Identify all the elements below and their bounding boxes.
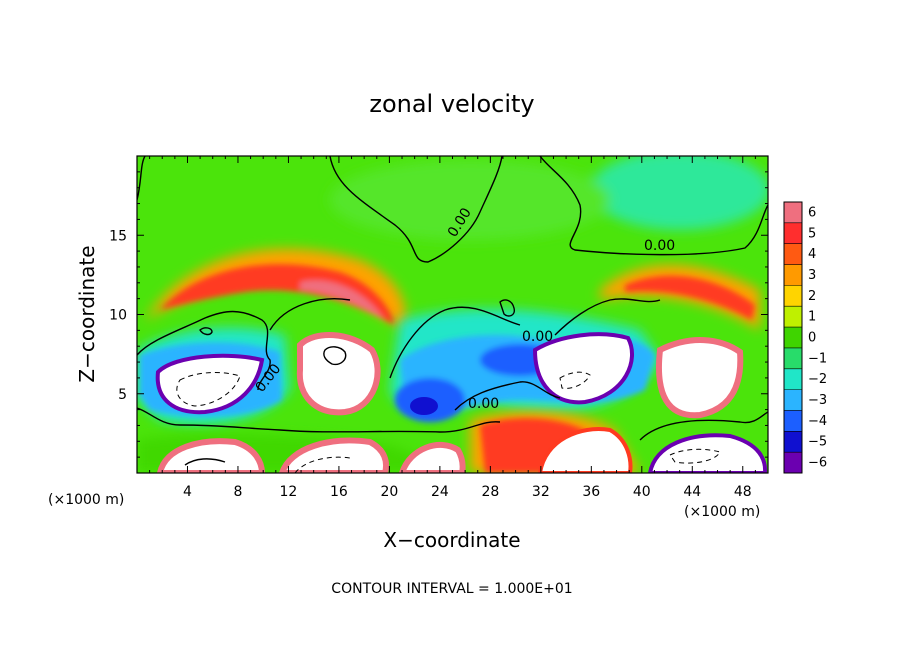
colorbar-tick-label: 2 bbox=[808, 289, 816, 304]
x-axis: 4 8 12 16 20 24 28 32 36 40 44 48 bbox=[149, 156, 756, 500]
colorbar-swatch bbox=[784, 431, 802, 453]
saturated-blob bbox=[537, 427, 633, 473]
contour-line bbox=[454, 381, 561, 411]
x-tick-label: 12 bbox=[280, 484, 298, 500]
x-tick-label: 44 bbox=[683, 484, 701, 500]
colorbar-tick-label: −6 bbox=[808, 456, 827, 471]
y-tick-label: 5 bbox=[118, 387, 127, 403]
x-axis-title: X−coordinate bbox=[383, 528, 520, 552]
colorbar-tick-label: 0 bbox=[808, 331, 816, 346]
colorbar-swatch bbox=[784, 410, 802, 432]
contour-line bbox=[176, 372, 241, 407]
colorbar-swatch bbox=[784, 327, 802, 349]
chart-title: zonal velocity bbox=[369, 90, 534, 118]
contour-label: 0.00 bbox=[468, 396, 499, 412]
colorbar-tick-label: −5 bbox=[808, 435, 827, 450]
y-axis: 5 10 15 bbox=[109, 171, 768, 458]
y-tick-label: 15 bbox=[109, 228, 127, 244]
colorbar-tick-label: −4 bbox=[808, 414, 827, 429]
saturated-blob bbox=[647, 433, 768, 473]
saturated-blob bbox=[532, 332, 634, 405]
field-blob bbox=[145, 248, 406, 330]
contour-line bbox=[554, 298, 661, 336]
colorbar-swatch bbox=[784, 368, 802, 391]
x-scale-note-left: (×1000 m) bbox=[48, 492, 124, 508]
x-tick-label: 20 bbox=[380, 484, 398, 500]
x-tick-label: 36 bbox=[582, 484, 600, 500]
contour-lines bbox=[137, 156, 768, 473]
saturated-regions bbox=[155, 332, 768, 473]
x-tick-label: 40 bbox=[633, 484, 651, 500]
field-blob bbox=[590, 156, 768, 230]
field-blob bbox=[625, 275, 755, 320]
contour-line bbox=[137, 156, 146, 201]
colorbar-tick-label: 4 bbox=[808, 247, 816, 262]
x-tick-label: 16 bbox=[330, 484, 348, 500]
colorbar-swatch bbox=[784, 202, 802, 224]
contour-line bbox=[499, 299, 516, 317]
field-blob bbox=[330, 160, 610, 240]
saturated-blob bbox=[398, 442, 466, 473]
x-tick-label: 32 bbox=[532, 484, 550, 500]
contour-line bbox=[323, 346, 347, 366]
contour-line bbox=[389, 306, 521, 379]
colorbar-swatch bbox=[784, 306, 802, 328]
colorbar-swatch bbox=[784, 452, 802, 474]
colorbar-tick-label: 3 bbox=[808, 268, 816, 283]
y-axis-title: Z−coordinate bbox=[75, 245, 99, 382]
x-tick-label: 4 bbox=[183, 484, 192, 500]
field-blob bbox=[300, 280, 385, 320]
field-blob bbox=[160, 264, 395, 325]
colorbar-tick-label: 6 bbox=[808, 205, 816, 220]
contour-line bbox=[639, 411, 768, 441]
contour-line bbox=[184, 458, 226, 466]
contour-line bbox=[294, 456, 351, 473]
colorbar-swatch bbox=[784, 243, 802, 266]
x-scale-note-right: (×1000 m) bbox=[684, 504, 760, 520]
colorbar: 6 5 4 3 2 1 0 −1 −2 −3 −4 −5 −6 bbox=[783, 201, 827, 474]
saturated-blob bbox=[656, 337, 744, 419]
x-tick-label: 48 bbox=[734, 484, 752, 500]
contour-line bbox=[329, 156, 503, 263]
contour-line bbox=[539, 156, 768, 256]
contour-label: 0.00 bbox=[644, 238, 675, 254]
x-tick-label: 28 bbox=[481, 484, 499, 500]
plot-area: 0.00 0.00 0.00 0.00 0.00 bbox=[137, 156, 768, 473]
colorbar-swatch bbox=[784, 285, 802, 307]
contour-interval-text: CONTOUR INTERVAL = 1.000E+01 bbox=[331, 581, 572, 597]
colorbar-tick-label: −3 bbox=[808, 393, 827, 408]
colorbar-swatch bbox=[784, 347, 802, 370]
colorbar-tick-label: −2 bbox=[808, 372, 827, 387]
saturated-blob bbox=[278, 437, 390, 473]
saturated-blob bbox=[155, 353, 265, 415]
colorbar-swatch bbox=[784, 264, 802, 286]
contour-line bbox=[559, 371, 591, 389]
contour-line bbox=[269, 298, 351, 331]
x-tick-label: 24 bbox=[431, 484, 449, 500]
contour-line bbox=[199, 327, 213, 336]
x-tick-label: 8 bbox=[233, 484, 242, 500]
colorbar-swatch bbox=[784, 389, 802, 411]
colorbar-tick-label: 5 bbox=[808, 226, 816, 241]
colorbar-tick-label: −1 bbox=[808, 351, 827, 366]
colorbar-swatch bbox=[784, 222, 802, 245]
contour-line bbox=[137, 407, 501, 433]
colorbar-tick-label: 1 bbox=[808, 310, 816, 325]
contour-line bbox=[137, 310, 271, 391]
saturated-blob bbox=[296, 332, 381, 416]
contour-label: 0.00 bbox=[522, 329, 553, 345]
y-tick-label: 10 bbox=[109, 308, 127, 324]
field-blob bbox=[410, 397, 438, 415]
